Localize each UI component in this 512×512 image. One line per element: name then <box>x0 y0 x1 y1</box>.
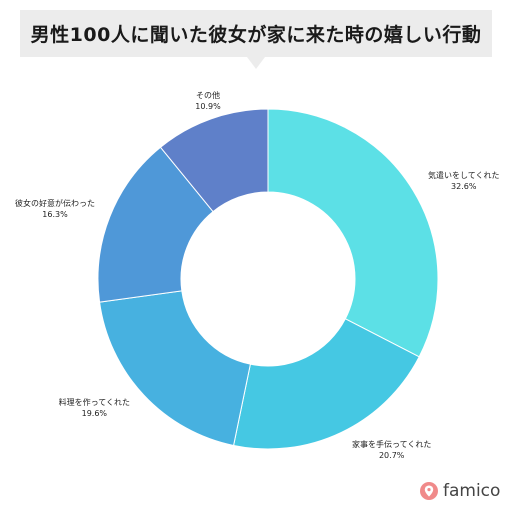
pin-icon <box>420 482 438 500</box>
slice-label-1-category: 家事を手伝ってくれた <box>352 440 432 449</box>
donut-slice-1 <box>232 318 420 450</box>
slice-label-1-value: 20.7% <box>378 451 405 460</box>
slice-label-4: その他 10.9% <box>195 90 220 112</box>
slice-label-2-value: 19.6% <box>81 409 108 418</box>
slice-label-0-category: 気遣いをしてくれた <box>428 171 500 180</box>
slice-label-3-category: 彼女の好意が伝わった <box>15 199 95 208</box>
slice-label-0: 気遣いをしてくれた 32.6% <box>428 170 500 192</box>
slice-label-4-value: 10.9% <box>195 102 221 111</box>
slice-label-2: 料理を作ってくれた 19.6% <box>59 397 130 419</box>
title-banner: 男性100人に聞いた彼女が家に来た時の嬉しい行動 <box>20 10 492 57</box>
brand-logo: famico <box>420 481 500 501</box>
brand-name: famico <box>443 481 501 501</box>
title-pointer <box>247 57 265 69</box>
slice-label-3-value: 16.3% <box>42 210 68 219</box>
donut-slice-2 <box>99 290 251 447</box>
donut-slice-4 <box>159 108 269 213</box>
chart-title: 男性100人に聞いた彼女が家に来た時の嬉しい行動 <box>30 24 482 46</box>
donut-slice-0 <box>267 108 439 358</box>
slice-label-1: 家事を手伝ってくれた 20.7% <box>352 439 431 461</box>
slice-label-2-category: 料理を作ってくれた <box>58 398 130 407</box>
donut-slice-3 <box>97 146 214 303</box>
slice-label-3: 彼女の好意が伝わった 16.3% <box>15 198 95 220</box>
slice-label-4-category: その他 <box>195 91 220 100</box>
slice-label-0-value: 32.6% <box>451 182 477 191</box>
